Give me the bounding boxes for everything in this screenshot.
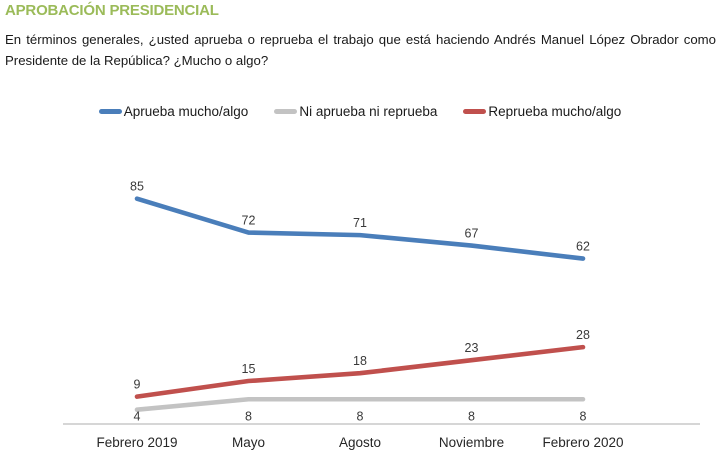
data-label: 18 [353,354,367,368]
legend-label: Reprueba mucho/algo [488,104,622,119]
data-label: 8 [357,410,364,424]
legend-label: Ni aprueba ni reprueba [299,104,438,119]
legend-item-aprueba: Aprueba mucho/algo [98,104,249,119]
data-label: 62 [576,240,590,254]
legend-label: Aprueba mucho/algo [123,104,249,119]
x-axis-label: Noviembre [439,435,504,450]
series-line-0 [134,196,586,261]
data-label: 8 [468,410,475,424]
legend-marker-blue [98,109,122,114]
x-axis-label: Febrero 2019 [96,435,177,450]
data-label: 71 [353,216,367,230]
data-label: 85 [130,180,144,194]
page-title: APROBACIÓN PRESIDENCIAL [5,2,219,19]
data-label: 23 [465,341,479,355]
data-label: 9 [134,378,141,392]
data-label: 28 [576,328,590,342]
x-axis-label: Mayo [232,435,265,450]
data-label: 8 [245,410,252,424]
data-label: 72 [242,214,256,228]
legend-marker-gray [274,109,298,114]
legend-item-reprueba: Reprueba mucho/algo [463,104,621,119]
series-line-1 [134,396,586,412]
data-label: 8 [580,410,587,424]
x-axis-label: Agosto [339,435,381,450]
series-line-2 [134,344,586,399]
survey-question: En términos generales, ¿usted aprueba o … [5,32,716,69]
chart-legend: Aprueba mucho/algo Ni aprueba ni reprueb… [0,104,720,119]
x-axis-label: Febrero 2020 [542,435,623,450]
data-label: 67 [465,227,479,241]
data-label: 15 [242,362,256,376]
legend-marker-red [463,109,487,114]
data-label: 4 [134,410,141,424]
approval-trend-chart: 85 72 71 67 62 4 8 8 8 8 9 15 18 23 28 Febrero 2019 Mayo… [63,180,700,450]
legend-item-ni-aprueba: Ni aprueba ni reprueba [274,104,437,119]
